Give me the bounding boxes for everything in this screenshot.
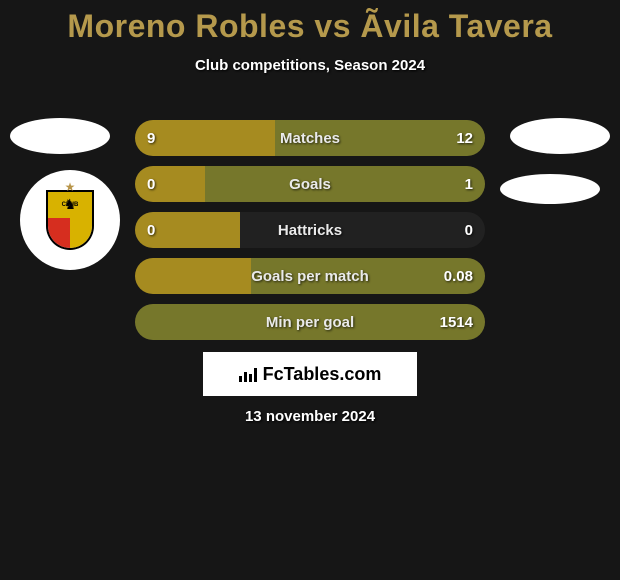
stat-row: Min per goal 1514 bbox=[135, 304, 485, 340]
stat-bar-left-fill bbox=[135, 258, 251, 294]
stat-row: 0 Goals 1 bbox=[135, 166, 485, 202]
stat-value-left: 0 bbox=[147, 176, 155, 193]
stat-label: Goals bbox=[289, 176, 331, 193]
comparison-subtitle: Club competitions, Season 2024 bbox=[0, 57, 620, 74]
bar-chart-icon bbox=[239, 366, 259, 382]
stat-value-right: 12 bbox=[456, 130, 473, 147]
crest-bottom-left bbox=[48, 218, 70, 248]
stat-value-right: 0.08 bbox=[444, 268, 473, 285]
stat-row: 0 Hattricks 0 bbox=[135, 212, 485, 248]
stat-row: 9 Matches 12 bbox=[135, 120, 485, 156]
stat-label: Min per goal bbox=[266, 314, 354, 331]
stat-value-left: 0 bbox=[147, 222, 155, 239]
stat-bar-right-fill bbox=[205, 166, 485, 202]
crest-bottom-panel bbox=[46, 218, 94, 250]
stat-value-right: 1514 bbox=[440, 314, 473, 331]
watermark-text: FcTables.com bbox=[239, 364, 382, 385]
right-player-ellipse-top bbox=[510, 118, 610, 154]
watermark-label: FcTables.com bbox=[263, 364, 382, 385]
stat-label: Goals per match bbox=[251, 268, 369, 285]
stat-value-right: 0 bbox=[465, 222, 473, 239]
watermark-box: FcTables.com bbox=[203, 352, 417, 396]
crest-bottom-right bbox=[70, 218, 92, 248]
stat-value-left: 9 bbox=[147, 130, 155, 147]
stat-bar-left-fill bbox=[135, 166, 205, 202]
stat-label: Hattricks bbox=[278, 222, 342, 239]
left-player-ellipse bbox=[10, 118, 110, 154]
stat-bars: 9 Matches 12 0 Goals 1 0 Hattricks 0 Goals per ma… bbox=[135, 120, 485, 350]
left-club-crest-badge: ★ CLUB ♞ bbox=[20, 170, 120, 270]
right-player-ellipse-bottom bbox=[500, 174, 600, 204]
stat-bar-left-fill bbox=[135, 120, 275, 156]
crest-lion-icon: ♞ bbox=[60, 196, 80, 212]
date-text: 13 november 2024 bbox=[245, 408, 375, 425]
stat-label: Matches bbox=[280, 130, 340, 147]
comparison-title: Moreno Robles vs Ãvila Tavera bbox=[0, 0, 620, 45]
stat-row: Goals per match 0.08 bbox=[135, 258, 485, 294]
club-crest-icon: ★ CLUB ♞ bbox=[46, 190, 94, 250]
stat-value-right: 1 bbox=[465, 176, 473, 193]
crest-star-icon: ★ bbox=[65, 180, 76, 194]
